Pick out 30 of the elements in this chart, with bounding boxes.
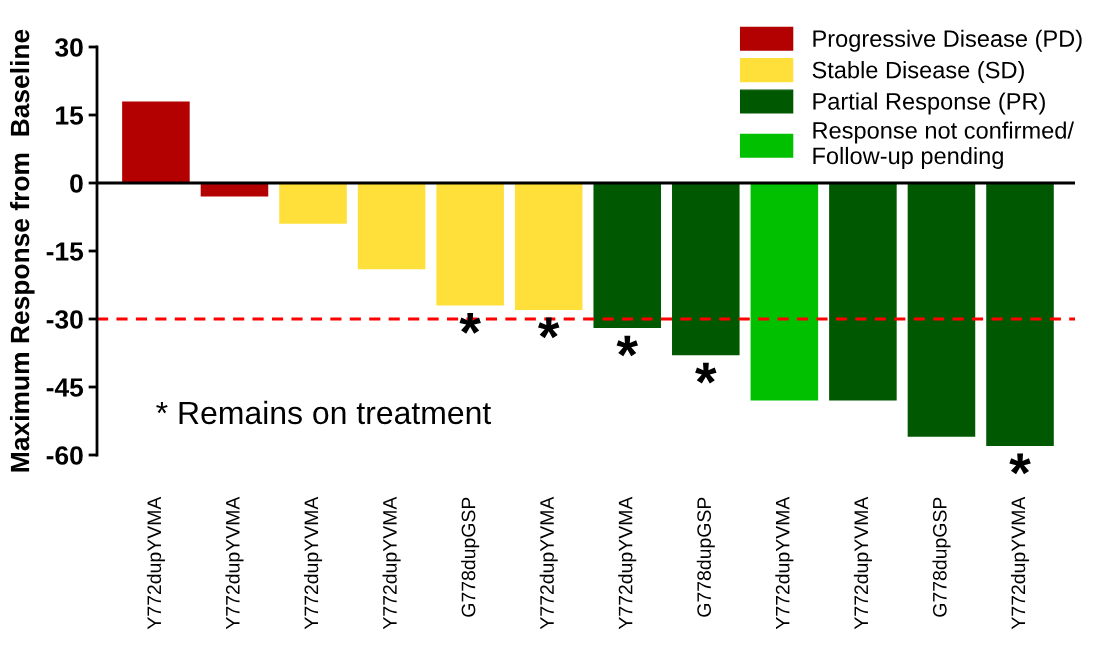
x-tick-label: Y772dupYVMA xyxy=(382,496,401,630)
data-label: * xyxy=(695,362,717,384)
x-tick-label: Y772dupYVMA xyxy=(853,496,872,630)
x-tick-label: Y772dupYVMA xyxy=(303,496,323,630)
legend-label: Progressive Disease (PD) xyxy=(813,29,1082,52)
legend-label: Partial Response (PR) xyxy=(813,92,1045,115)
data-label: * xyxy=(459,313,481,334)
x-tick-label: Y772dupYVMA xyxy=(618,496,637,630)
x-tick-label: G778dupGSP xyxy=(696,497,715,617)
y-tick-label: 0 xyxy=(70,174,83,193)
x-tick-label: Y772dupYVMA xyxy=(146,496,165,630)
legend-label: Stable Disease (SD) xyxy=(812,61,1024,84)
x-tick-label: Y772dupYVMA xyxy=(775,496,794,630)
x-tick-label: Y772dupYVMA xyxy=(539,496,558,630)
x-tick-label: G778dupGSP xyxy=(461,497,480,617)
data-label: * xyxy=(538,317,560,339)
x-tick-label: Y772dupYVMA xyxy=(1010,496,1030,630)
y-tick-label: 15 xyxy=(56,106,84,125)
y-tick-label: -45 xyxy=(46,378,84,397)
y-tick-label: -30 xyxy=(46,310,83,329)
y-tick-label: -15 xyxy=(46,242,84,261)
y-tick-label: -60 xyxy=(46,446,83,465)
data-label: * xyxy=(1009,453,1031,475)
y-axis-title: Maximum Response from Baseline xyxy=(9,29,35,472)
x-tick-label: G778dupGSP xyxy=(932,497,951,617)
y-tick-label: 30 xyxy=(55,38,83,57)
data-label: * xyxy=(616,335,638,357)
x-tick-label: Y772dupYVMA xyxy=(225,496,244,630)
legend-label: Response not confirmed/ Follow-up pending xyxy=(813,121,1074,169)
annotation: * Remains on treatment xyxy=(156,400,492,425)
